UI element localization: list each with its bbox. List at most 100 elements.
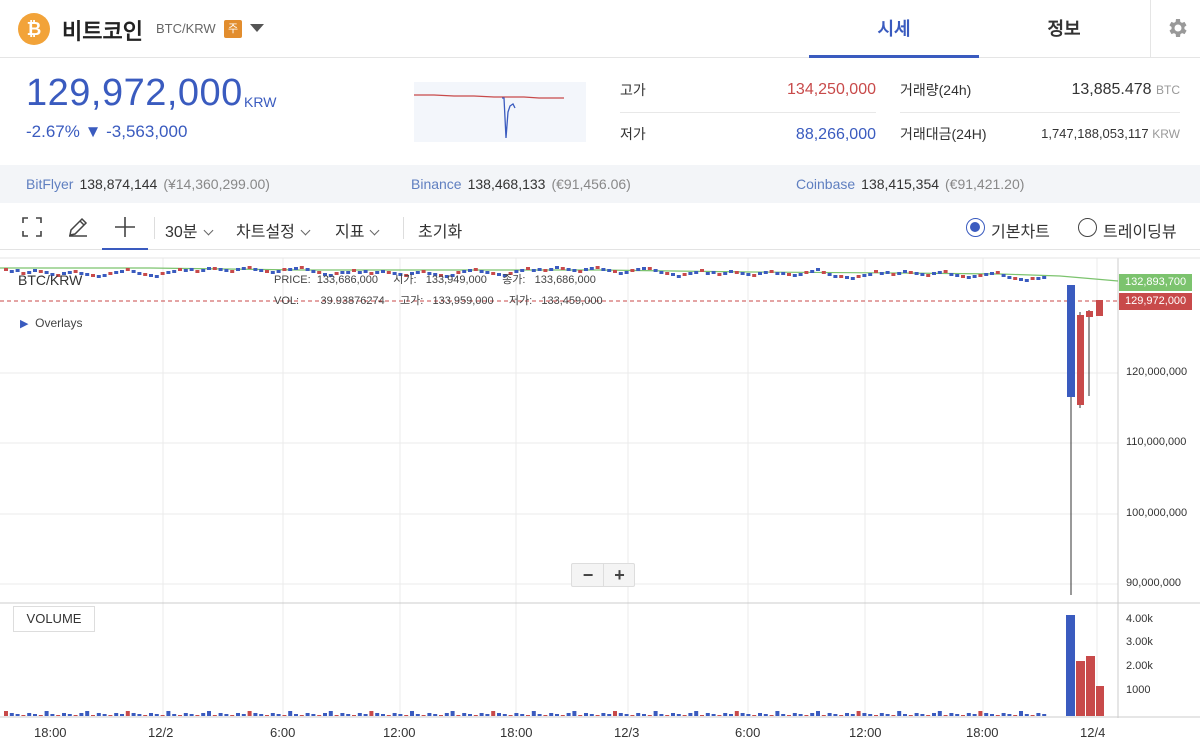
volume-bar (166, 711, 171, 716)
price-chart[interactable] (0, 251, 1200, 754)
volume-bar (816, 711, 820, 716)
volume-bar (415, 714, 420, 716)
volume-bar (787, 715, 791, 716)
candle (729, 270, 733, 273)
tab-price[interactable]: 시세 (809, 0, 979, 58)
fullscreen-icon[interactable] (20, 215, 44, 239)
candle (827, 273, 832, 276)
candle (897, 272, 902, 275)
volume-value: 13,885.478 BTC (1000, 81, 1180, 99)
volume-bar (955, 714, 960, 716)
x-tick-label: 12:00 (383, 725, 416, 740)
tab-info[interactable]: 정보 (1047, 19, 1081, 39)
volume-bar (589, 714, 594, 716)
volume-bar (154, 714, 159, 716)
volume-bar (4, 711, 8, 716)
candle (154, 275, 159, 278)
volume-bar (183, 713, 188, 716)
candle (630, 269, 635, 272)
volume-bar (856, 711, 861, 716)
exchange-item[interactable]: Coinbase 138,415,354 (€91,421.20) (796, 176, 1024, 192)
reset-button[interactable]: 초기화 (418, 224, 463, 241)
volume-bar (821, 715, 826, 716)
volume-bar (381, 714, 385, 716)
volume-bar (908, 715, 913, 716)
candle (984, 273, 989, 276)
x-tick-label: 12/3 (614, 725, 640, 740)
candle (618, 272, 623, 275)
candle (247, 266, 252, 269)
divider (403, 217, 404, 239)
price-legend-value: 133,686,000 (316, 274, 378, 286)
coin-select-caret-icon[interactable] (250, 24, 264, 32)
candle (595, 266, 600, 269)
current-price: 129,972,000 (26, 72, 243, 114)
candle (932, 272, 936, 275)
zoom-in-button[interactable]: + (603, 564, 635, 586)
volume-bar (15, 714, 20, 716)
candle (282, 268, 287, 271)
trading-view-label[interactable]: 트레이딩뷰 (1103, 224, 1177, 241)
volume-bar (804, 715, 809, 716)
candle (1042, 276, 1047, 279)
volume-bar (253, 713, 258, 716)
candle (642, 267, 646, 270)
volume-bar (630, 715, 635, 716)
candle (560, 267, 565, 270)
candle (340, 271, 345, 274)
exchange-name: BitFlyer (26, 176, 74, 192)
volume-bar (862, 713, 867, 716)
volume-bar (85, 711, 90, 716)
candle (862, 274, 867, 277)
exchange-item[interactable]: Binance 138,468,133 (€91,456.06) (411, 176, 631, 192)
x-tick-label: 18:00 (966, 725, 999, 740)
candle (990, 272, 994, 275)
volume-bar (607, 714, 612, 716)
volume-bar (334, 715, 339, 716)
candle (1030, 277, 1035, 280)
volume-bar (485, 714, 490, 716)
candle (978, 274, 983, 277)
volume-bar (671, 713, 675, 716)
candle (102, 274, 107, 277)
exchange-item[interactable]: BitFlyer 138,874,144 (¥14,360,299.00) (26, 176, 270, 192)
volume-bar (224, 714, 229, 716)
candle (531, 269, 536, 272)
volume-panel-label[interactable]: VOLUME (13, 606, 95, 632)
volume-bar (850, 714, 855, 716)
basic-chart-label[interactable]: 기본차트 (991, 224, 1050, 241)
candle (79, 272, 84, 275)
coin-name[interactable]: 비트코인 (62, 19, 143, 44)
indicators-select[interactable]: 지표 (335, 218, 380, 242)
divider (620, 112, 876, 113)
basic-chart-radio[interactable] (966, 218, 985, 237)
pencil-icon[interactable] (66, 215, 90, 239)
chart-settings-select[interactable]: 차트설정 (236, 218, 311, 242)
candle (33, 269, 37, 272)
volume-bar (33, 714, 37, 716)
volume-bar (926, 715, 931, 716)
crosshair-button[interactable] (102, 205, 148, 250)
interval-select[interactable]: 30분 (165, 218, 213, 242)
volume-bar (734, 711, 739, 716)
candle (908, 271, 913, 274)
candle (224, 269, 229, 272)
overlays-toggle[interactable]: ▶ Overlays (20, 316, 82, 330)
volume-bar (752, 715, 757, 716)
trading-view-radio[interactable] (1078, 218, 1097, 237)
settings-button[interactable] (1150, 0, 1200, 58)
candle (21, 272, 26, 275)
candle (27, 271, 32, 274)
chart-symbol-label: BTC/KRW (18, 272, 83, 288)
volume-bar (792, 713, 797, 716)
volume-bar (659, 714, 664, 716)
volume-bar (682, 715, 687, 716)
x-tick-label: 6:00 (270, 725, 296, 740)
close-legend-value: 133,686,000 (534, 274, 596, 286)
candle (444, 275, 449, 278)
volume-bar (479, 713, 484, 716)
candle (334, 272, 339, 275)
volume-bar (398, 714, 403, 716)
zoom-out-button[interactable]: − (582, 565, 594, 585)
candle (114, 271, 119, 274)
